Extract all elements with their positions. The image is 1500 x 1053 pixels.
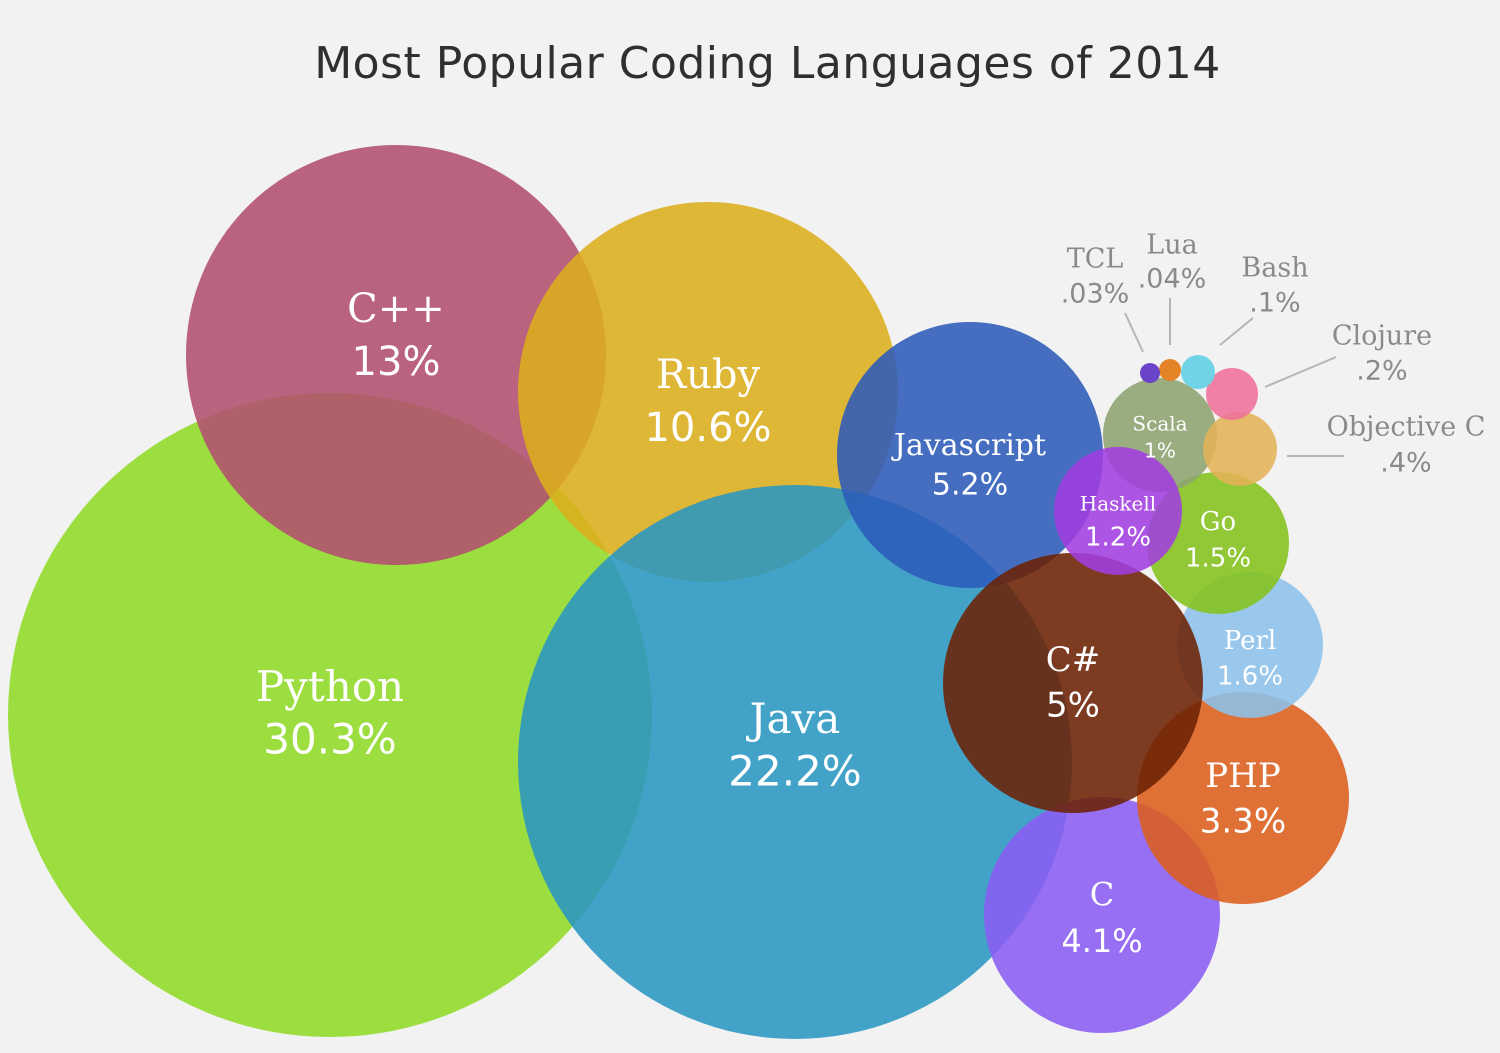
label-name-scala: Scala (1132, 412, 1187, 436)
bubble-python (8, 393, 652, 1037)
label-pct-java: 22.2% (728, 747, 861, 796)
bubble-php (1137, 692, 1349, 904)
label-name-bash: Bash (1241, 253, 1308, 284)
label-name-ruby: Ruby (656, 352, 760, 398)
leader-line-tcl (1124, 312, 1144, 353)
label-name-cplusplus: C++ (347, 286, 445, 332)
label-name-perl: Perl (1224, 626, 1276, 656)
bubble-cplusplus (186, 145, 606, 565)
label-name-go: Go (1200, 507, 1236, 537)
label-pct-c: 4.1% (1061, 922, 1142, 960)
label-pct-csharp: 5% (1046, 686, 1100, 726)
label-name-tcl: TCL (1067, 244, 1124, 275)
label-name-lua: Lua (1146, 230, 1197, 261)
label-pct-bash: .1% (1249, 288, 1300, 319)
label-name-c: C (1090, 876, 1114, 914)
bubble-bash (1181, 355, 1215, 389)
label-pct-ruby: 10.6% (644, 405, 771, 451)
label-pct-haskell: 1.2% (1085, 523, 1151, 553)
label-name-csharp: C# (1046, 640, 1101, 680)
label-pct-php: 3.3% (1200, 802, 1286, 842)
label-pct-tcl: .03% (1061, 279, 1130, 310)
label-pct-perl: 1.6% (1217, 662, 1283, 692)
label-name-clojure: Clojure (1332, 321, 1432, 352)
label-name-java: Java (746, 694, 841, 743)
bubble-java (518, 485, 1072, 1039)
label-name-objective-c: Objective C (1327, 412, 1486, 443)
bubble-csharp (943, 553, 1203, 813)
label-name-python: Python (256, 662, 404, 711)
label-pct-scala: 1% (1144, 439, 1176, 463)
bubble-go (1147, 472, 1289, 614)
bubble-lua (1159, 359, 1181, 381)
chart-title: Most Popular Coding Languages of 2014 (314, 38, 1221, 89)
label-pct-cplusplus: 13% (352, 339, 441, 385)
label-pct-python: 30.3% (263, 715, 396, 764)
bubble-clojure (1206, 368, 1258, 420)
label-pct-javascript: 5.2% (932, 468, 1008, 503)
label-name-javascript: Javascript (891, 428, 1046, 463)
leader-line-clojure (1264, 356, 1337, 388)
bubble-objective-c (1203, 412, 1277, 486)
label-pct-lua: .04% (1138, 264, 1207, 295)
label-pct-clojure: .2% (1356, 356, 1407, 387)
bubble-haskell (1054, 447, 1182, 575)
leader-line-bash (1219, 317, 1254, 346)
label-name-haskell: Haskell (1080, 492, 1156, 516)
label-pct-objective-c: .4% (1380, 448, 1431, 479)
label-pct-go: 1.5% (1185, 544, 1251, 574)
label-name-php: PHP (1205, 756, 1280, 796)
bubble-javascript (837, 322, 1103, 588)
bubble-tcl (1140, 363, 1160, 383)
